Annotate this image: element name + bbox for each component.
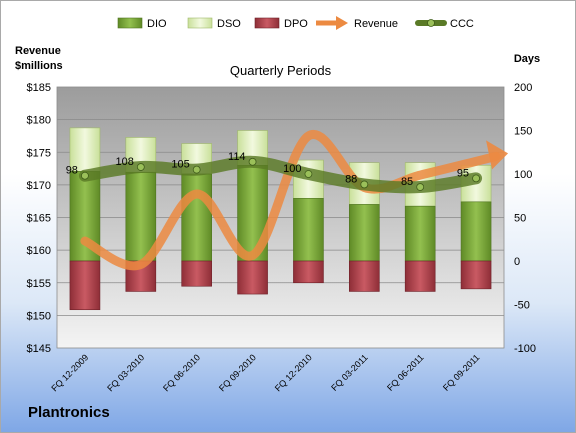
ccc-data-label: 108 [115, 156, 133, 168]
x-tick-label: FQ 12-2010 [273, 352, 314, 393]
left-tick-label: $180 [27, 115, 51, 127]
legend-swatch [336, 16, 348, 30]
left-tick-label: $155 [27, 278, 51, 290]
ccc-marker [416, 183, 425, 191]
x-tick-label: FQ 06-2010 [161, 352, 202, 393]
legend-swatch [254, 17, 280, 29]
bar-dpo [404, 260, 436, 292]
bar-dpo [181, 260, 212, 287]
chart-title: Quarterly Periods [230, 63, 332, 78]
ccc-marker [192, 165, 201, 174]
legend-swatch [427, 19, 435, 27]
ccc-data-label: 98 [66, 165, 78, 177]
revenue-line [80, 130, 501, 271]
left-tick-label: $145 [27, 343, 51, 355]
bar-dio [125, 171, 157, 262]
ccc-marker [472, 174, 480, 183]
x-tick-label: FQ 03-2011 [329, 352, 370, 393]
legend-swatch [187, 17, 213, 29]
bar-dpo [237, 260, 268, 295]
x-tick-label: FQ 03-2010 [105, 352, 146, 393]
company-name: Plantronics [28, 404, 110, 421]
left-axis-title: $millions [15, 60, 63, 72]
legend-label: DSO [217, 18, 241, 30]
legend-label: DPO [284, 18, 308, 30]
ccc-data-label: 85 [401, 176, 413, 188]
bar-dpo [69, 260, 101, 311]
bar-dio [460, 201, 492, 262]
ccc-marker [248, 157, 257, 166]
ccc-marker [81, 171, 89, 180]
left-tick-label: $150 [27, 310, 51, 322]
ccc-marker [304, 170, 313, 178]
left-tick-label: $165 [27, 213, 51, 225]
right-tick-label: 50 [514, 213, 526, 225]
legend-swatch [117, 17, 143, 29]
ccc-data-label: 95 [457, 167, 469, 179]
right-axis-title: Days [514, 53, 540, 65]
left-axis-title: Revenue [15, 45, 61, 57]
x-tick-label: FQ 06-2011 [385, 352, 426, 393]
left-tick-label: $185 [27, 82, 51, 94]
legend-label: DIO [147, 18, 167, 30]
legend-label: CCC [450, 18, 474, 30]
revenue-arrowhead [486, 140, 509, 170]
ccc-data-label: 100 [283, 163, 301, 175]
bar-dpo [460, 260, 492, 290]
right-tick-label: 100 [514, 169, 532, 181]
bar-dio [349, 204, 380, 262]
right-tick-label: 0 [514, 256, 520, 268]
bar-dio [237, 165, 268, 262]
right-tick-label: -50 [514, 300, 530, 312]
bar-dso [69, 127, 101, 172]
right-tick-label: -100 [514, 343, 536, 355]
left-tick-label: $160 [27, 245, 51, 257]
bar-dio [404, 205, 436, 262]
ccc-data-label: 88 [345, 173, 357, 185]
x-tick-label: FQ 09-2011 [441, 352, 482, 393]
ccc-data-label: 114 [228, 151, 246, 163]
left-tick-label: $175 [27, 147, 51, 159]
ccc-marker [136, 163, 145, 171]
ccc-line [78, 155, 483, 194]
left-tick-label: $170 [27, 180, 51, 192]
x-tick-label: FQ 09-2010 [217, 352, 258, 393]
bar-dio [181, 173, 212, 262]
right-tick-label: 150 [514, 126, 532, 138]
bar-dio [293, 198, 324, 262]
x-tick-label: FQ 12-2009 [49, 352, 90, 393]
right-tick-label: 200 [514, 82, 532, 94]
ccc-data-label: 105 [171, 159, 189, 171]
ccc-marker [360, 180, 369, 189]
bar-dpo [293, 260, 324, 284]
bar-dpo [349, 260, 380, 292]
legend-label: Revenue [354, 18, 398, 30]
